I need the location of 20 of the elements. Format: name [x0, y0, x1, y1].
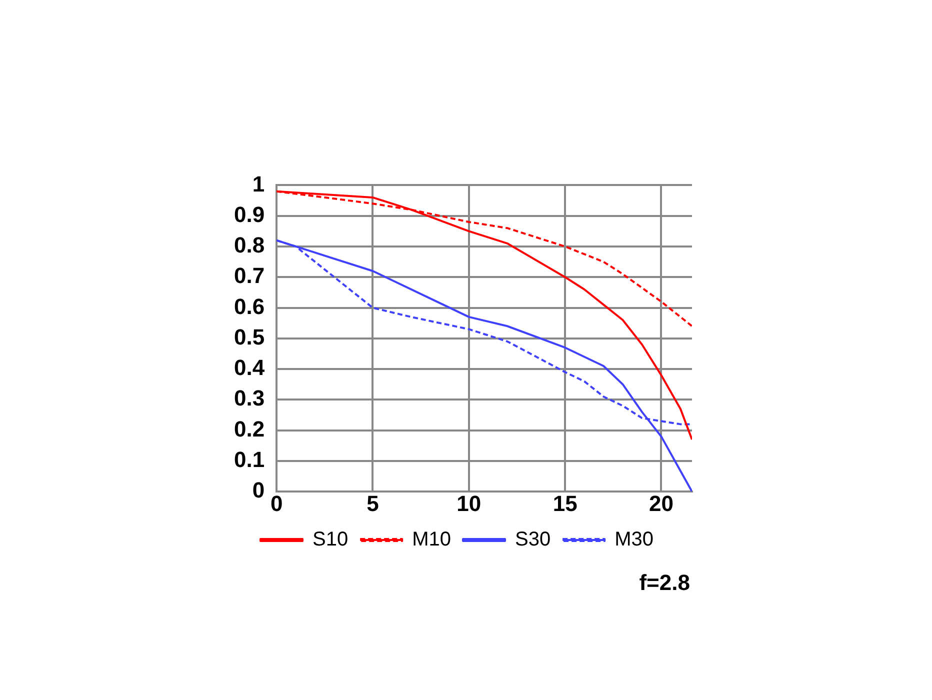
x-tick-label: 15: [552, 490, 578, 516]
y-tick-label: 0.3: [234, 386, 265, 411]
legend-label: M10: [412, 528, 451, 551]
y-tick-label: 0.8: [234, 232, 265, 258]
text: f=2.8: [639, 570, 690, 595]
y-tick-label: 0.9: [234, 202, 265, 227]
x-tick-label: 20: [648, 490, 674, 516]
y-tick-label: 0.5: [234, 324, 265, 350]
legend-label: S30: [515, 528, 551, 551]
legend-label: S10: [312, 528, 348, 551]
legend-label: M30: [614, 528, 654, 551]
y-tick-label: 0.7: [234, 263, 265, 288]
y-tick-label: 0.1: [234, 447, 265, 472]
y-tick-label: 1: [252, 171, 265, 196]
y-tick-label: 0.2: [234, 416, 265, 442]
y-tick-label: 0.4: [234, 355, 266, 380]
x-tick-label: 10: [456, 490, 482, 516]
x-tick-label: 5: [366, 490, 379, 516]
x-tick-label: 0: [270, 490, 283, 516]
y-tick-label: 0.6: [234, 294, 265, 319]
